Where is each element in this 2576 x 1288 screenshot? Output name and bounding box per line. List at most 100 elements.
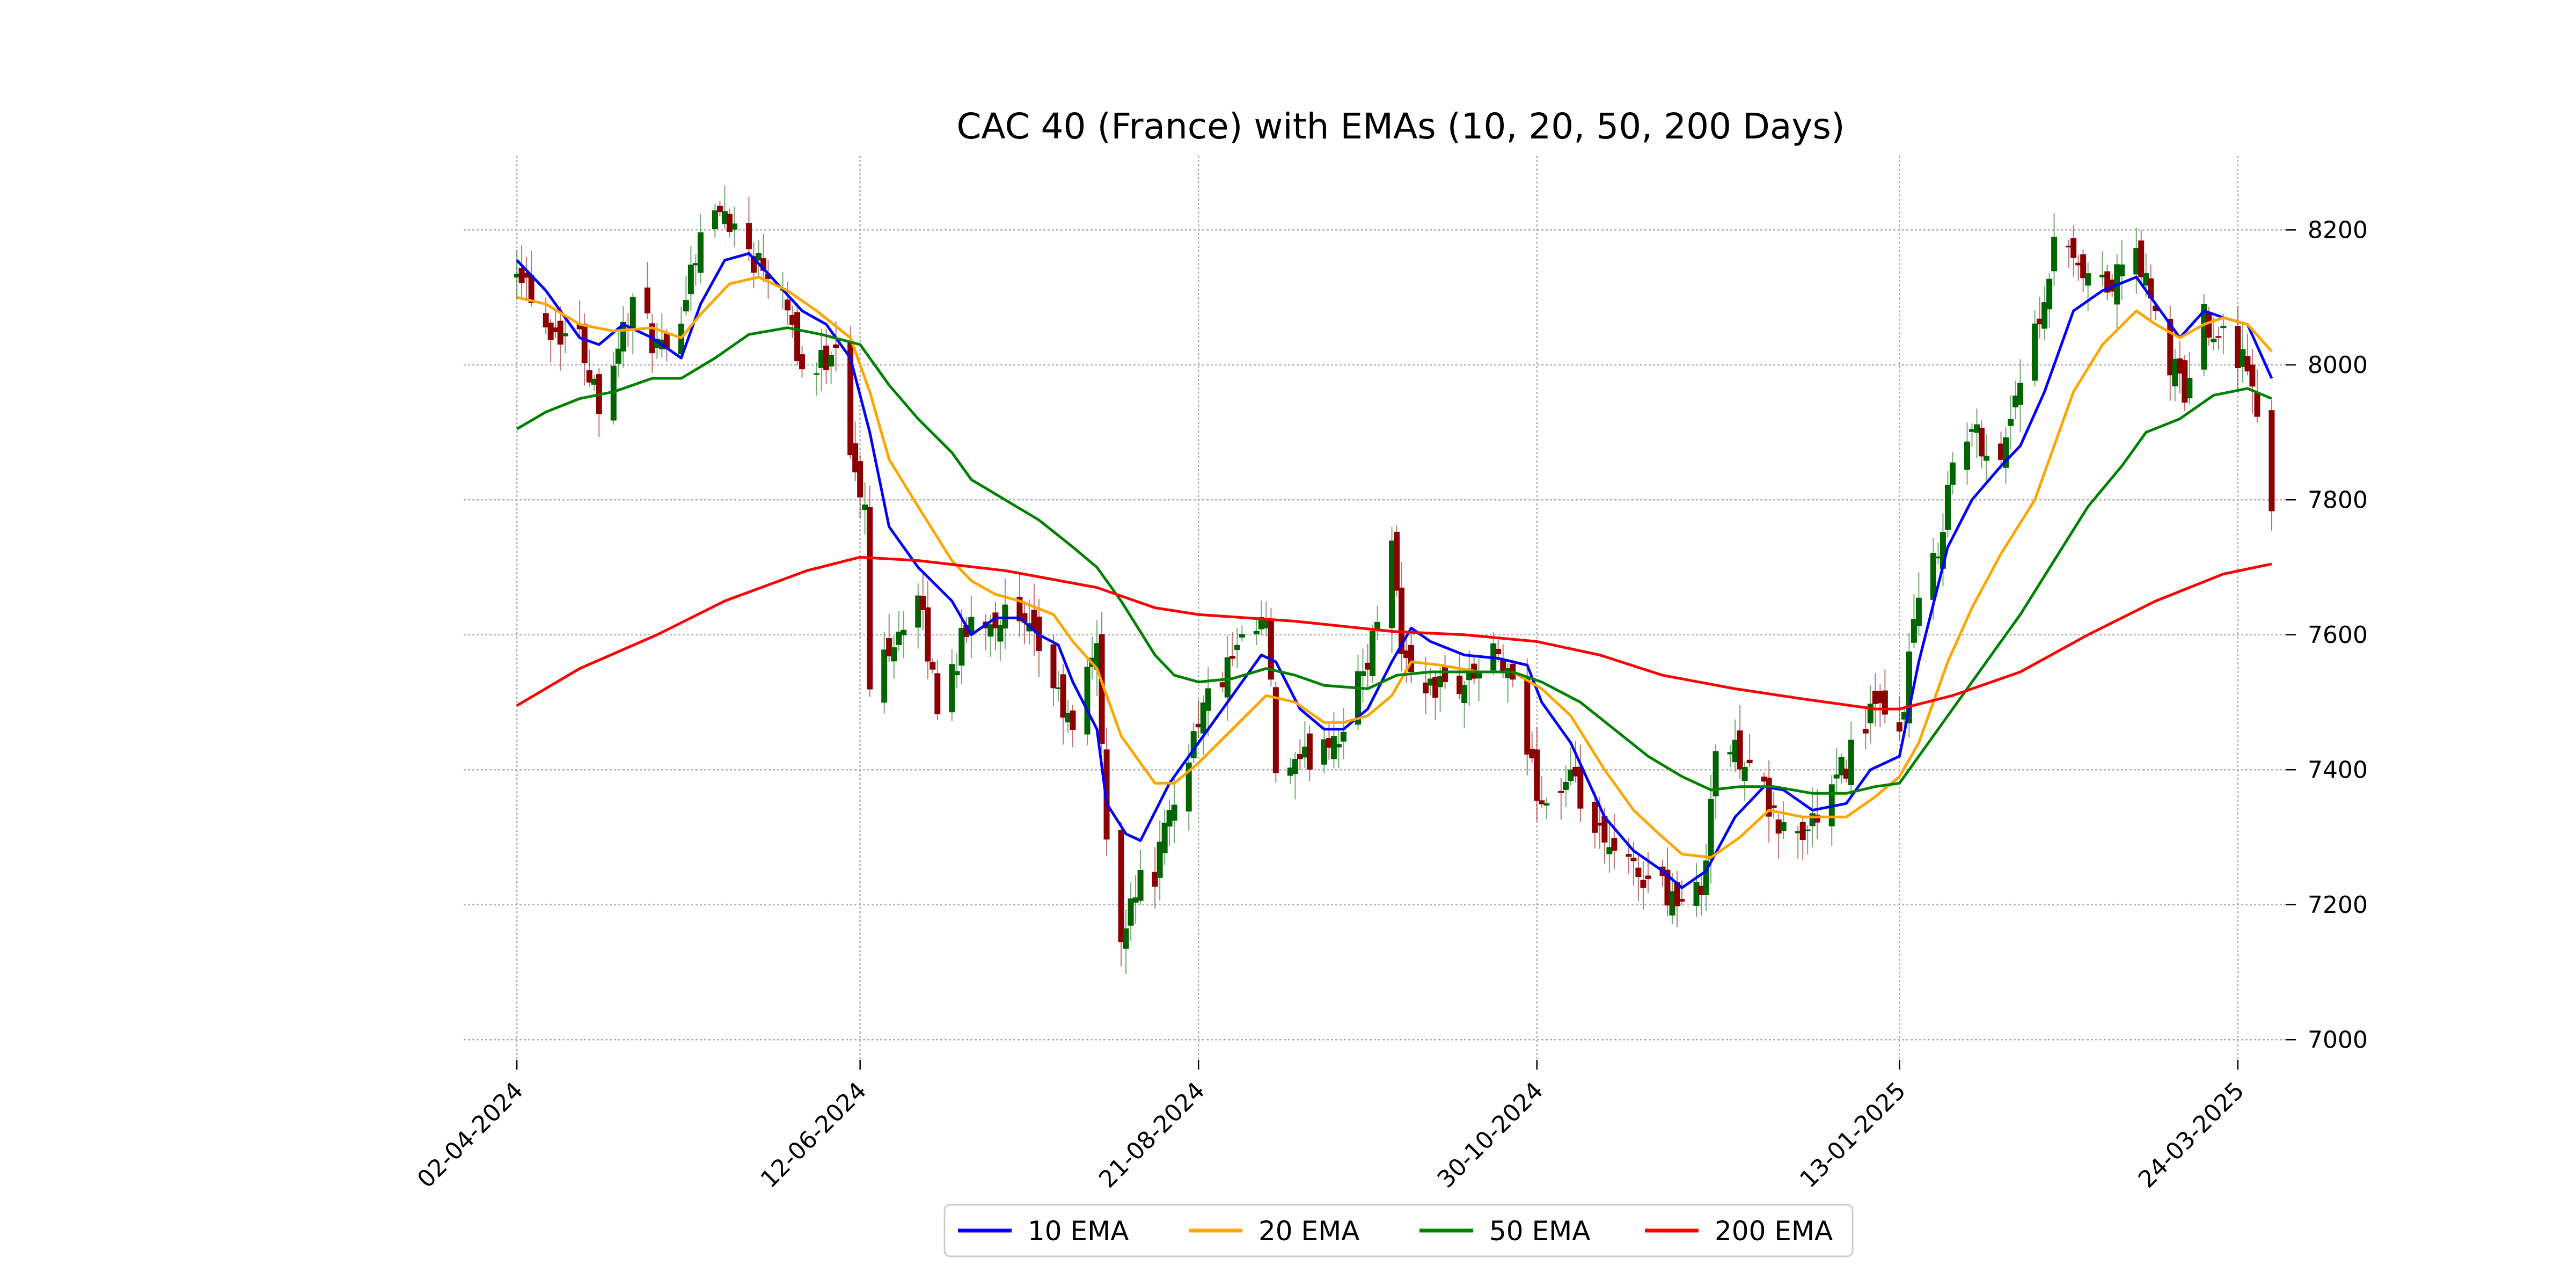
candle-up: [1330, 712, 1337, 769]
candle-up: [1703, 843, 1709, 911]
candle-body: [968, 617, 975, 635]
candle-up: [1780, 801, 1787, 839]
candle-up: [2240, 323, 2246, 383]
candle-body: [963, 625, 970, 637]
candlesticks: [514, 185, 2275, 975]
candle-body: [1200, 702, 1206, 734]
candle-up: [1166, 799, 1173, 846]
candle-up: [1157, 821, 1163, 901]
candle-body: [543, 313, 549, 328]
candle-body: [552, 327, 559, 332]
candle-up: [2051, 213, 2058, 287]
candle-body: [987, 624, 994, 637]
candle-up: [1915, 572, 1922, 636]
candle-up: [814, 362, 820, 396]
candle-down: [2167, 305, 2174, 401]
candle-up: [2003, 427, 2009, 484]
candle-down: [2080, 249, 2087, 292]
candle-body: [2254, 393, 2260, 417]
candle-up: [1055, 670, 1062, 701]
candle-body: [765, 273, 772, 279]
candle-down: [2148, 264, 2154, 323]
candle-body: [2177, 358, 2183, 374]
candle-up: [1171, 779, 1177, 844]
candle-up: [881, 632, 888, 714]
candle-body: [1408, 645, 1415, 672]
candle-down: [745, 196, 752, 262]
candle-down: [930, 658, 936, 674]
candle-body: [2148, 278, 2154, 299]
candle-body: [1157, 841, 1163, 878]
candle-up: [1161, 809, 1168, 865]
candle-down: [1679, 880, 1685, 906]
candle-down: [518, 245, 525, 299]
candle-body: [847, 341, 854, 456]
legend-entry: 20 EMA: [1189, 1216, 1359, 1247]
candle-body: [1563, 781, 1569, 790]
candle-body: [1998, 443, 2004, 460]
candle-body: [1935, 556, 1941, 559]
candle-body: [1301, 747, 1308, 758]
candle-down: [576, 300, 583, 338]
candle-body: [1084, 667, 1091, 735]
candle-up: [949, 649, 955, 721]
candle-body: [1669, 891, 1675, 916]
legend-label: 10 EMA: [1028, 1216, 1129, 1247]
candle-up: [1964, 422, 1970, 485]
candle-up: [1911, 594, 1917, 648]
candle-body: [1737, 730, 1743, 770]
y-tick-label: 8000: [2308, 352, 2368, 379]
candle-down: [1016, 574, 1023, 637]
candle-body: [1364, 662, 1371, 670]
candle-down: [1031, 583, 1037, 656]
candle-up: [683, 275, 689, 316]
candle-up: [615, 327, 621, 377]
candle-body: [731, 223, 737, 230]
candle-up: [1944, 471, 1951, 537]
candle-down: [2268, 400, 2275, 531]
x-tick-label: 12-06-2024: [756, 1077, 872, 1194]
candle-body: [1461, 685, 1468, 704]
candle-body: [881, 649, 888, 703]
candle-down: [2249, 349, 2256, 414]
candle-body: [1741, 766, 1748, 781]
legend-entry: 50 EMA: [1419, 1216, 1590, 1247]
candle-up: [2012, 380, 2019, 420]
candle-body: [2249, 364, 2256, 387]
candle-body: [1843, 769, 1849, 779]
candle-up: [1795, 825, 1801, 859]
candle-up: [1940, 513, 1946, 587]
candle-body: [1896, 722, 1902, 732]
candle-down: [847, 326, 854, 459]
candle-down: [1746, 734, 1753, 767]
candle-down: [1195, 700, 1202, 738]
candle-body: [1877, 691, 1883, 704]
candle-down: [1152, 847, 1158, 909]
candle-body: [925, 607, 931, 662]
candle-down: [2075, 254, 2082, 281]
candle-body: [818, 350, 825, 368]
candle-body: [1597, 823, 1603, 826]
x-tick-label: 21-08-2024: [1094, 1077, 1210, 1194]
candle-up: [1200, 695, 1206, 755]
candle-body: [1195, 723, 1202, 728]
candle-up: [514, 250, 520, 300]
legend: 10 EMA 20 EMA 50 EMA 200 EMA: [943, 1204, 1854, 1257]
candle-body: [1094, 643, 1100, 670]
candle-body: [591, 378, 597, 385]
candle-body: [1848, 740, 1854, 785]
candle-up: [1606, 821, 1613, 873]
candle-body: [785, 299, 791, 311]
grid: [464, 156, 2286, 1060]
candle-down: [765, 260, 772, 299]
candle-body: [2017, 383, 2024, 405]
candle-body: [896, 631, 902, 646]
candle-down: [1457, 653, 1463, 700]
candle-body: [745, 223, 752, 250]
legend-entry: 200 EMA: [1645, 1216, 1833, 1247]
candle-up: [2201, 294, 2207, 376]
candle-body: [1978, 428, 1985, 457]
candle-body: [2046, 279, 2053, 310]
candle-body: [1423, 682, 1429, 694]
